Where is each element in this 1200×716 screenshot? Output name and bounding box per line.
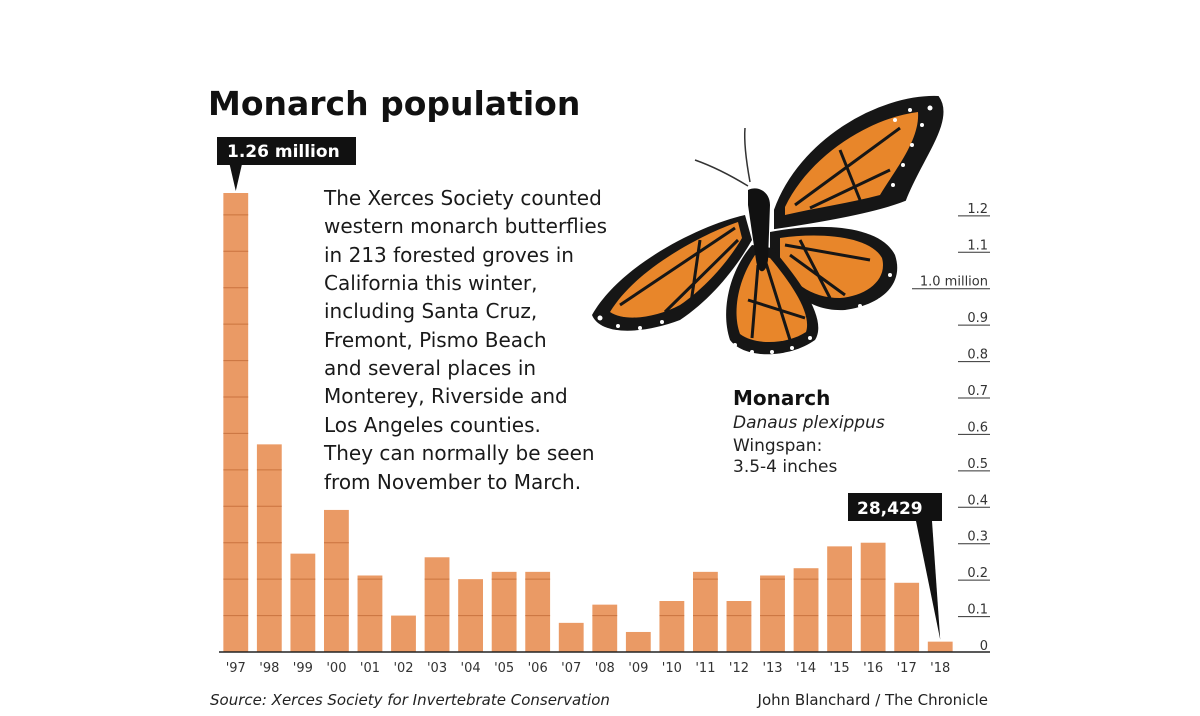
description-line: from November to March. [324,470,581,494]
callout-box [217,137,356,165]
bar [894,582,920,652]
x-tick-label: '02 [393,661,413,676]
callout-label: 28,429 [857,499,923,519]
y-tick-label: 1.0 million [920,275,988,290]
description-line: Fremont, Pismo Beach [324,328,547,352]
x-tick-label: '10 [662,661,682,676]
x-tick-label: '06 [528,661,548,676]
x-tick-label: '00 [326,661,346,676]
bar [860,542,886,652]
bar [357,575,383,652]
bar [760,575,785,652]
description-line: western monarch butterflies [324,214,607,238]
x-tick-label: '05 [494,661,514,676]
x-tick-label: '11 [695,661,715,676]
x-tick-labels: '97 '98 '99 '00 '01 '02 '03 '04 '05 '06 '07 '08 '09 '… [226,661,951,676]
bar [659,601,685,652]
bar [391,615,416,652]
y-tick-label: 1.2 [967,202,988,217]
bar [558,622,584,652]
x-tick-label: '08 [595,661,615,676]
x-tick-label: '03 [427,661,447,676]
bars-group [223,193,953,652]
x-tick-label: '16 [863,661,883,676]
bar [323,509,349,652]
description-line: California this winter, [324,271,538,295]
x-tick-label: '99 [293,661,313,676]
description-line: including Santa Cruz, [324,299,537,323]
wingspan-label: Wingspan: [733,436,822,456]
butterfly-icon [592,95,944,355]
x-tick-label: '15 [830,661,850,676]
bar-bands-group [223,214,920,617]
x-tick-label: '04 [461,661,481,676]
callouts-group: 1.26 million 28,429 [217,137,942,640]
y-tick-label: 0.2 [967,566,988,581]
description-text: The Xerces Society counted western monar… [323,186,613,494]
y-tick-label: 0 [980,639,988,654]
bar [223,193,249,652]
species-latin-name: Danaus plexippus [733,413,885,433]
x-tick-label: '97 [226,661,246,676]
x-tick-label: '07 [561,661,581,676]
callout-label: 1.26 million [227,142,340,162]
callout-box [848,493,942,521]
x-tick-label: '01 [360,661,380,676]
x-tick-label: '09 [628,661,648,676]
bar [525,571,551,652]
description-line: in 213 forested groves in [324,243,574,267]
x-tick-label: '13 [762,661,782,676]
chart-title: Monarch population [208,84,580,123]
x-tick-label: '12 [729,661,749,676]
credit-note: John Blanchard / The Chronicle [757,691,988,709]
bar [793,568,819,652]
source-note: Source: Xerces Society for Invertebrate … [210,691,610,709]
x-tick-label: '98 [259,661,279,676]
y-tick-label: 1.1 [967,238,988,253]
y-tick-label: 0.6 [967,420,988,435]
y-tick-label: 0.3 [967,530,988,545]
y-tick-label: 0.8 [967,348,988,363]
x-tick-label: '14 [796,661,816,676]
bar [491,571,517,652]
bar [692,571,718,652]
y-tick-label: 0.7 [967,384,988,399]
description-line: Monterey, Riverside and [324,384,568,408]
y-tick-label: 0.1 [967,603,988,618]
x-tick-label: '18 [930,661,950,676]
description-line: They can normally be seen [323,441,595,465]
y-axis-ticks: 0 0.1 0.2 0.3 0.4 0.5 0.6 0.7 0.8 0.9 1.0 million 1… [912,202,990,654]
y-tick-label: 0.5 [967,457,988,472]
bar [827,546,853,652]
bar [726,601,752,652]
description-line: and several places in [324,356,536,380]
x-tick-label: '17 [897,661,917,676]
bar [256,444,282,652]
species-name: Monarch [733,386,830,410]
description-line: Los Angeles counties. [324,413,541,437]
bar [625,631,651,652]
callout-pointer [916,521,941,640]
y-tick-label: 0.4 [967,493,988,508]
y-tick-label: 0.9 [967,311,988,326]
bar [424,557,450,652]
callout-pointer [229,165,242,191]
bar [592,604,618,652]
wingspan-value: 3.5-4 inches [733,457,837,477]
bar [290,553,316,652]
bar [927,641,953,652]
description-line: The Xerces Society counted [323,186,602,210]
